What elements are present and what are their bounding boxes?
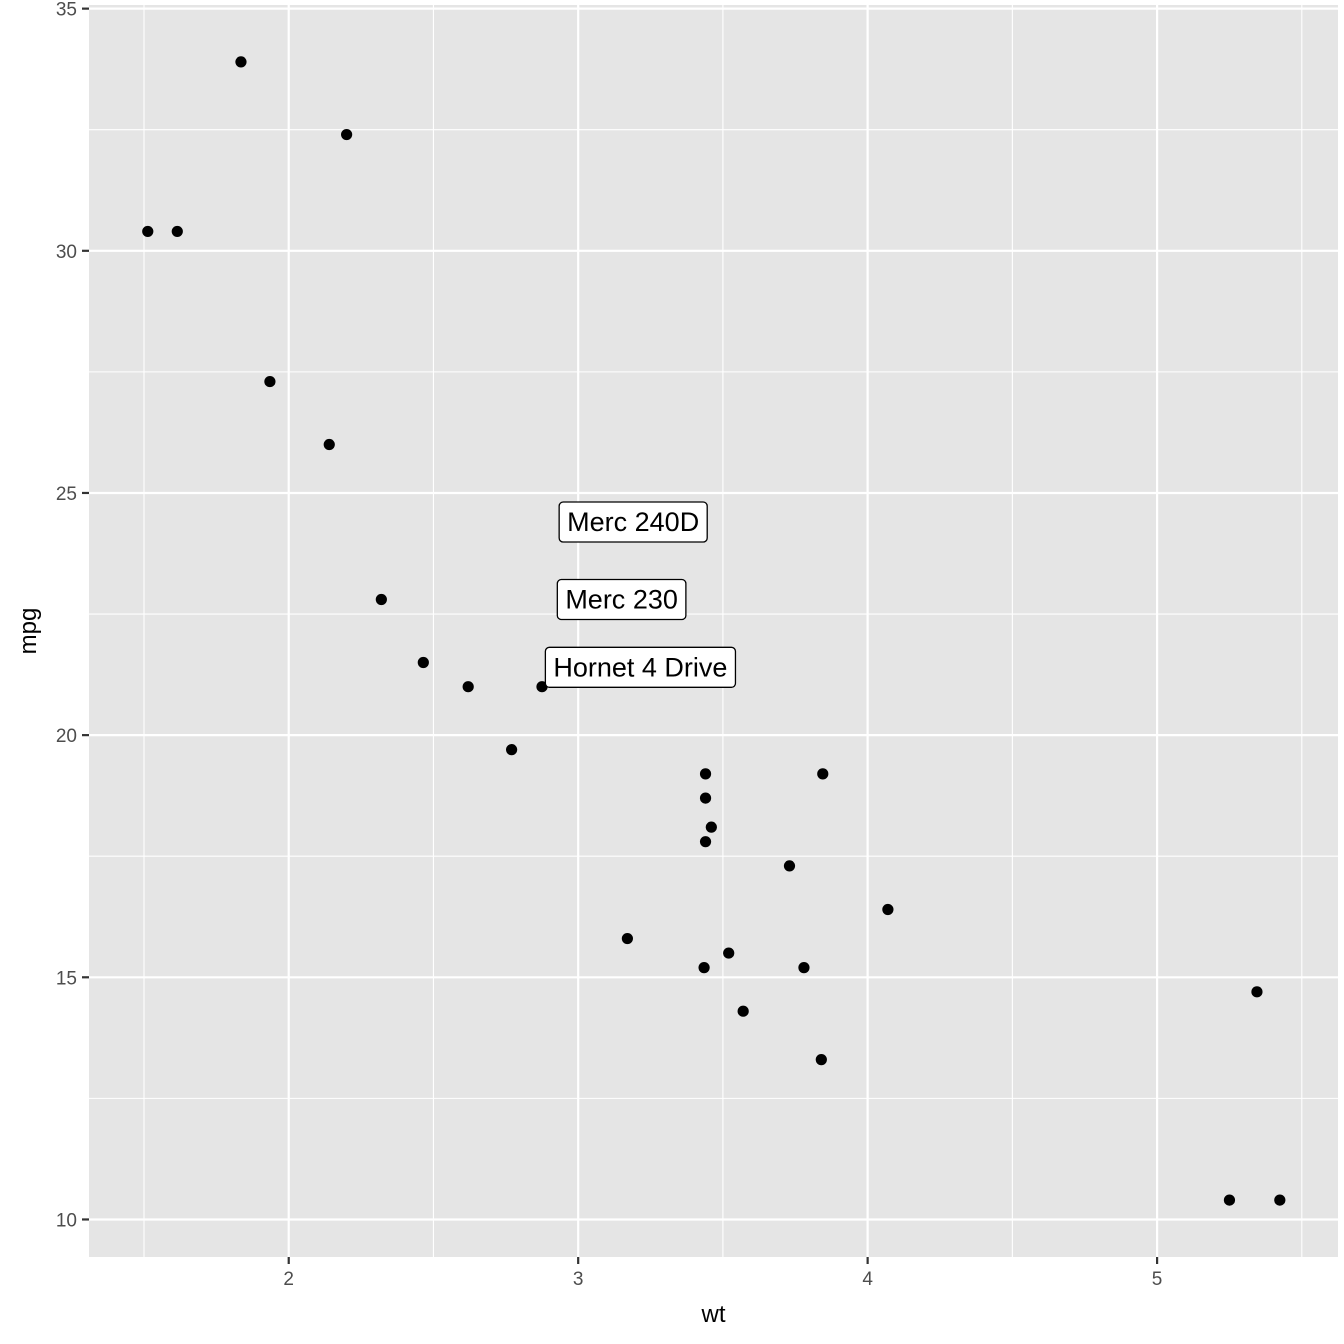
- data-point: [817, 768, 829, 780]
- x-tick-label: 3: [573, 1269, 584, 1290]
- data-point: [1274, 1194, 1286, 1206]
- data-point: [705, 821, 717, 833]
- x-tick-label: 4: [862, 1269, 873, 1290]
- data-point: [142, 225, 154, 238]
- major-gridlines: [89, 5, 1338, 1257]
- y-axis-title: mpg: [15, 608, 42, 655]
- data-point: [264, 375, 276, 388]
- point-label: Merc 230: [556, 578, 687, 621]
- data-point: [506, 744, 518, 756]
- data-point: [737, 1005, 749, 1017]
- data-point: [699, 792, 712, 804]
- data-point: [798, 962, 810, 974]
- data-point: [417, 656, 429, 669]
- point-label-text: Merc 230: [565, 585, 678, 615]
- data-point: [783, 860, 796, 872]
- data-point: [815, 1054, 827, 1066]
- point-label-box: [558, 501, 708, 543]
- point-label-text: Hornet 4 Drive: [553, 652, 727, 682]
- point-labels: Merc 240D Merc 230 Hornet 4 Drive: [544, 501, 737, 688]
- data-point: [723, 947, 735, 959]
- data-points: [142, 56, 1286, 1206]
- y-tick-label: 20: [56, 726, 77, 747]
- data-point: [699, 768, 712, 780]
- minor-gridlines: [89, 5, 1338, 1257]
- data-point: [235, 56, 247, 68]
- y-tick-label: 15: [56, 968, 77, 989]
- y-tick-label: 10: [56, 1210, 77, 1231]
- data-point: [1223, 1194, 1236, 1206]
- data-point: [699, 836, 712, 848]
- x-tick-label: 5: [1152, 1269, 1163, 1290]
- data-point: [698, 962, 710, 974]
- data-point: [341, 128, 353, 141]
- y-tick-label: 25: [56, 484, 77, 505]
- point-label: Hornet 4 Drive: [544, 646, 737, 688]
- point-label-text: Merc 240D: [567, 507, 699, 537]
- data-point: [462, 681, 474, 693]
- data-point: [882, 903, 894, 916]
- point-label-box: [556, 578, 687, 621]
- y-tick-label: 35: [56, 0, 77, 21]
- point-label: Merc 240D: [558, 501, 708, 543]
- x-tick-label: 2: [283, 1269, 294, 1290]
- data-point: [1251, 986, 1263, 998]
- y-tick-label: 30: [56, 242, 77, 263]
- data-point: [621, 932, 633, 945]
- plot-panel: [89, 5, 1338, 1257]
- x-axis-title: wt: [701, 1301, 726, 1328]
- data-point: [323, 438, 335, 451]
- x-axis: 2 3 4 5: [283, 1257, 1162, 1290]
- y-axis: 10 15 20 25 30 35: [56, 0, 89, 1231]
- data-point: [375, 593, 387, 606]
- point-label-box: [544, 646, 737, 688]
- data-point: [171, 225, 183, 238]
